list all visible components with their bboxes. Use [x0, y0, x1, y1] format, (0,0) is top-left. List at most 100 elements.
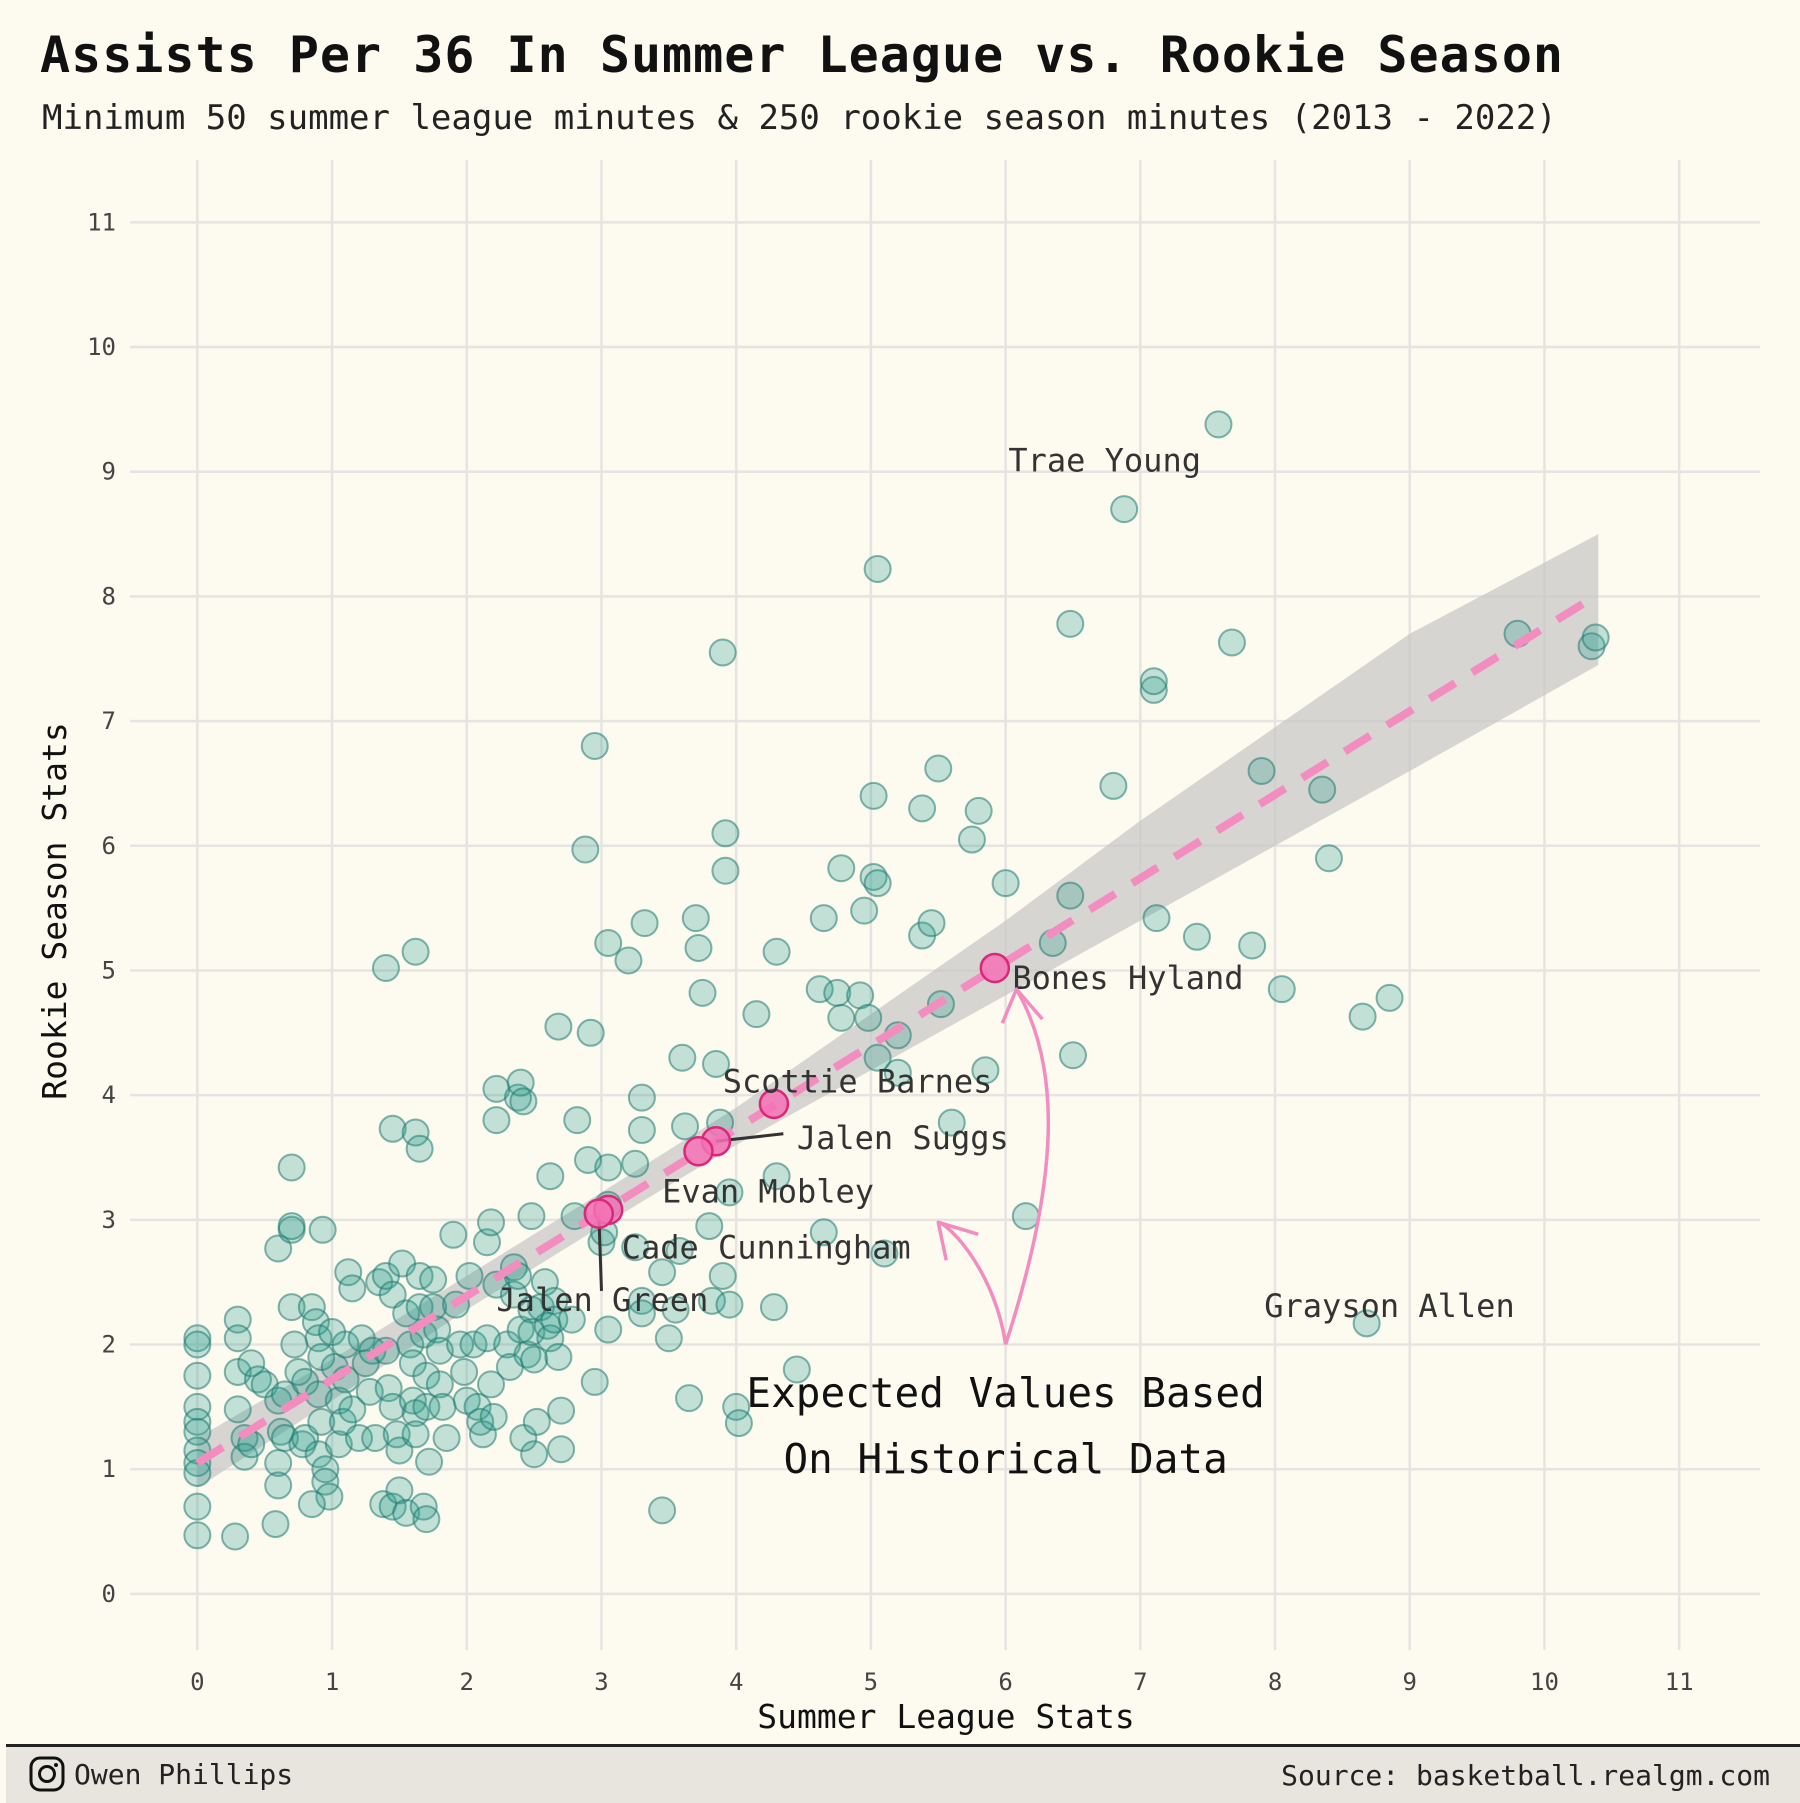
data-point: [742, 1000, 771, 1029]
data-point: [648, 1496, 677, 1525]
data-point: [338, 1274, 367, 1303]
data-point: [724, 1409, 753, 1438]
player-label: Grayson Allen: [1264, 1287, 1514, 1325]
data-point: [459, 1330, 488, 1359]
annotation-arrow-left: [937, 1220, 1008, 1345]
y-tick-label: 2: [102, 1331, 116, 1359]
data-point: [334, 1258, 363, 1287]
y-tick-label: 11: [87, 208, 116, 236]
data-point: [1204, 410, 1233, 439]
data-point: [270, 1424, 299, 1453]
data-point: [827, 1003, 856, 1032]
data-point: [477, 1370, 506, 1399]
data-point: [576, 1018, 605, 1047]
data-point: [627, 1116, 656, 1145]
data-point: [331, 1330, 360, 1359]
highlighted-point: [758, 1088, 790, 1120]
data-point: [937, 1108, 966, 1137]
data-point: [223, 1324, 252, 1353]
chart-title: Assists Per 36 In Summer League vs. Rook…: [40, 26, 1565, 84]
data-point: [1139, 667, 1168, 696]
data-point: [277, 1293, 306, 1322]
y-tick-label: 1: [102, 1455, 116, 1483]
player-label: Bones Hyland: [1012, 959, 1243, 997]
data-point: [805, 975, 834, 1004]
x-tick-label: 5: [864, 1668, 878, 1696]
data-point: [1056, 881, 1085, 910]
data-point: [264, 1234, 293, 1263]
x-tick-label: 7: [1133, 1668, 1147, 1696]
data-point: [1308, 775, 1337, 804]
data-point: [280, 1330, 309, 1359]
data-point: [423, 1315, 452, 1344]
data-point: [428, 1392, 457, 1421]
x-tick-label: 3: [594, 1668, 608, 1696]
data-point: [308, 1215, 337, 1244]
annotation-text: On Historical Data: [783, 1435, 1227, 1483]
player-label: Scottie Barnes: [723, 1063, 993, 1101]
player-label: Jalen Green: [496, 1281, 708, 1319]
annotation: Expected Values Based On Historical Data: [746, 987, 1265, 1483]
data-point: [439, 1220, 468, 1249]
data-point: [261, 1510, 290, 1539]
data-point: [520, 1345, 549, 1374]
data-point: [415, 1447, 444, 1476]
data-point: [557, 1305, 586, 1334]
annotation-text: Expected Values Based: [746, 1369, 1264, 1417]
data-point: [863, 1043, 892, 1072]
data-point: [378, 1114, 407, 1143]
data-point: [571, 835, 600, 864]
data-point: [1110, 495, 1139, 524]
y-axis-title: Rookie Season Stats: [35, 722, 74, 1100]
data-point: [221, 1522, 250, 1551]
data-point: [297, 1490, 326, 1519]
data-point: [183, 1392, 212, 1421]
data-point: [711, 856, 740, 885]
data-point: [345, 1424, 374, 1453]
trend-line-path: [195, 590, 1601, 1467]
data-point: [715, 1178, 744, 1207]
x-tick-label: 4: [729, 1668, 743, 1696]
data-point: [762, 1162, 791, 1191]
data-point: [371, 953, 400, 982]
x-tick-label: 1: [325, 1668, 339, 1696]
data-point: [580, 732, 609, 761]
data-point: [1142, 904, 1171, 933]
footer-source: Source: basketball.realgm.com: [1281, 1759, 1770, 1792]
data-point: [594, 929, 623, 958]
data-point: [627, 1299, 656, 1328]
data-point: [684, 934, 713, 963]
data-point: [401, 1420, 430, 1449]
data-point: [809, 904, 838, 933]
data-point: [1182, 922, 1211, 951]
data-point: [1267, 975, 1296, 1004]
data-point: [917, 909, 946, 938]
footer: Owen Phillips Source: basketball.realgm.…: [6, 1744, 1800, 1803]
data-point: [432, 1424, 461, 1453]
data-point: [361, 1424, 390, 1453]
data-point: [1217, 628, 1246, 657]
x-tick-label: 8: [1268, 1668, 1282, 1696]
x-axis-title: Summer League Stats: [757, 1697, 1135, 1736]
data-point: [450, 1357, 479, 1386]
data-point: [277, 1153, 306, 1182]
data-point: [1058, 1041, 1087, 1070]
data-point: [661, 1295, 690, 1324]
data-point: [701, 1049, 730, 1078]
data-point: [627, 1083, 656, 1112]
data-point: [850, 896, 879, 925]
data-point: [675, 1384, 704, 1413]
data-point: [991, 869, 1020, 898]
data-point: [827, 854, 856, 883]
y-tick-label: 10: [87, 333, 116, 361]
data-point: [708, 1261, 737, 1290]
data-point: [648, 1258, 677, 1287]
data-point: [544, 1342, 573, 1371]
data-point: [715, 1290, 744, 1319]
footer-author-block: Owen Phillips: [28, 1755, 293, 1793]
y-tick-label: 4: [102, 1081, 116, 1109]
data-point: [668, 1043, 697, 1072]
data-point: [863, 869, 892, 898]
data-point: [823, 978, 852, 1007]
axis-ticks: 0 1 2 3 4 5 6 7 8 9 10 11 0 1 2 3 4 5 6 7 8 9 10 11: [87, 208, 1694, 1696]
